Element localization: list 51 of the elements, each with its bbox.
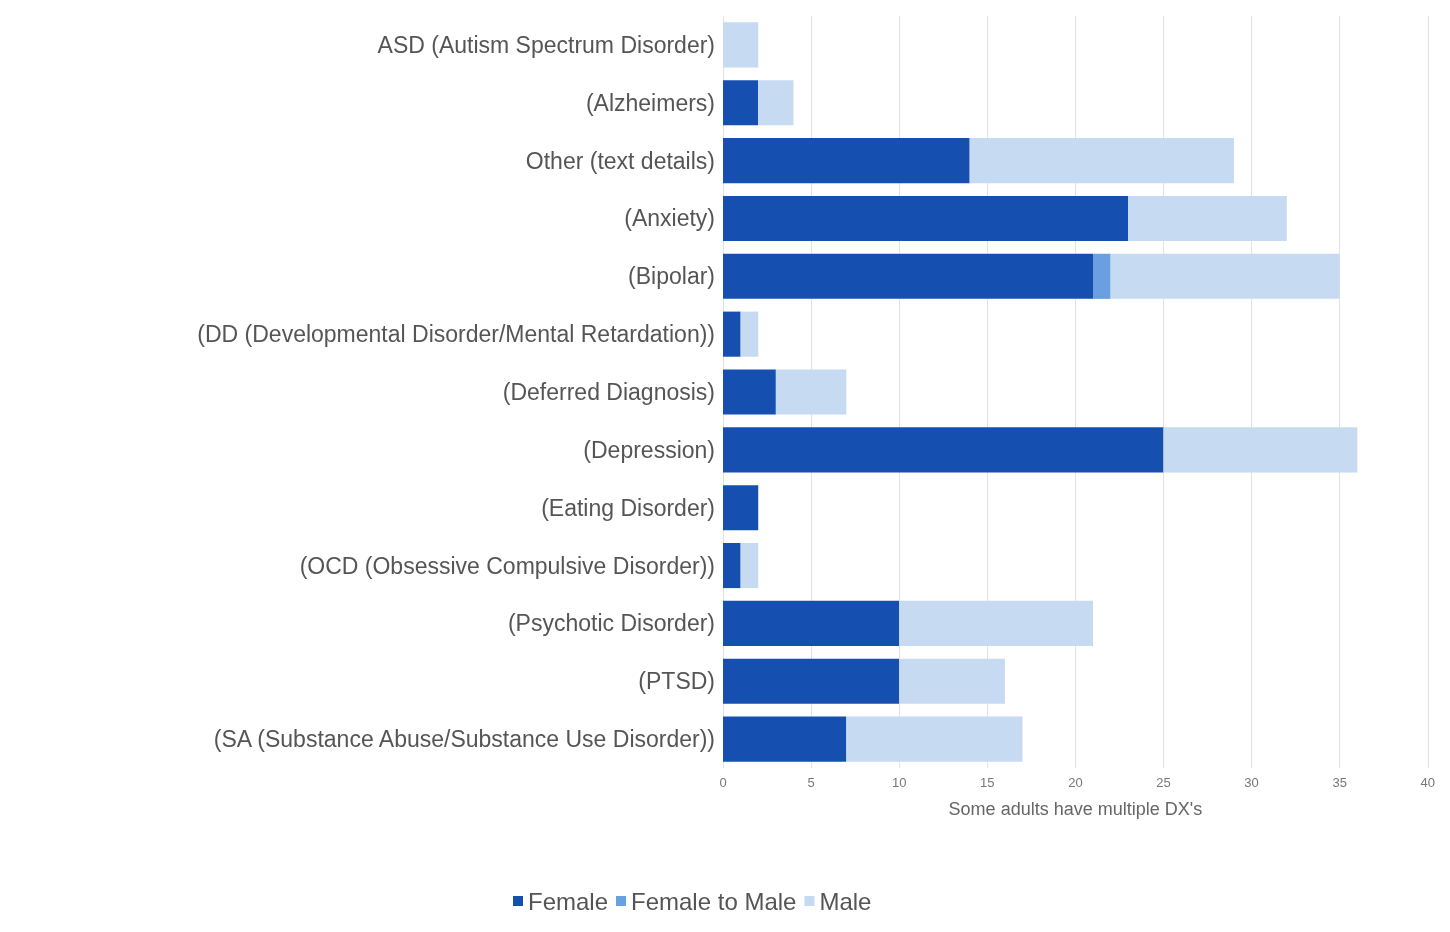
bar bbox=[723, 80, 759, 126]
bar bbox=[740, 311, 759, 357]
x-tick-label: 25 bbox=[1156, 775, 1171, 790]
bar bbox=[723, 138, 970, 184]
y-tick-label: (Psychotic Disorder) bbox=[507, 610, 715, 637]
bar bbox=[723, 485, 759, 531]
x-tick-label: 10 bbox=[891, 775, 907, 790]
bar bbox=[723, 195, 1129, 242]
bar bbox=[846, 716, 1023, 762]
x-tick-label: 15 bbox=[980, 775, 995, 790]
bar bbox=[723, 253, 1093, 299]
y-tick-label: (DD (Developmental Disorder/Mental Retardation)) bbox=[197, 321, 715, 348]
x-tick-label: 20 bbox=[1068, 775, 1083, 790]
bar bbox=[899, 600, 1093, 646]
y-tick-label: (Anxiety) bbox=[624, 205, 715, 232]
legend-label: Female bbox=[528, 887, 609, 915]
bar bbox=[723, 369, 776, 415]
x-tick-label: 40 bbox=[1420, 775, 1435, 790]
bar bbox=[723, 716, 847, 762]
legend-label: Female to Male bbox=[631, 887, 797, 915]
x-axis-title: Some adults have multiple DX's bbox=[948, 799, 1203, 819]
legend-label: Male bbox=[819, 887, 872, 915]
y-tick-label: (Eating Disorder) bbox=[541, 494, 715, 521]
bar bbox=[1110, 253, 1340, 299]
x-tick-label: 35 bbox=[1332, 775, 1347, 790]
bar bbox=[723, 22, 759, 68]
x-tick-label: 30 bbox=[1244, 775, 1259, 790]
bar bbox=[723, 542, 741, 589]
bar bbox=[775, 369, 847, 415]
y-tick-label: (OCD (Obsessive Compulsive Disorder)) bbox=[299, 552, 715, 579]
bar bbox=[723, 427, 1164, 473]
bar bbox=[740, 542, 759, 589]
bar bbox=[758, 80, 794, 126]
y-tick-label: (PTSD) bbox=[638, 668, 715, 695]
bar bbox=[723, 311, 741, 357]
x-tick-label: 5 bbox=[807, 775, 815, 790]
bar bbox=[969, 138, 1234, 184]
y-tick-label: Other (text details) bbox=[525, 147, 715, 174]
bar bbox=[899, 658, 1005, 704]
bar bbox=[1128, 195, 1287, 242]
y-tick-label: (Alzheimers) bbox=[585, 89, 715, 116]
x-tick-label: 0 bbox=[719, 775, 727, 790]
bar bbox=[1163, 427, 1358, 473]
y-tick-label: (SA (Substance Abuse/Substance Use Disorder)) bbox=[213, 726, 715, 753]
bar bbox=[1093, 253, 1111, 299]
bar bbox=[723, 600, 900, 646]
y-tick-label: ASD (Autism Spectrum Disorder) bbox=[377, 31, 715, 58]
bar bbox=[723, 658, 900, 704]
y-tick-label: (Bipolar) bbox=[628, 263, 715, 290]
y-tick-label: (Depression) bbox=[583, 436, 715, 463]
y-tick-label: (Deferred Diagnosis) bbox=[502, 379, 715, 405]
